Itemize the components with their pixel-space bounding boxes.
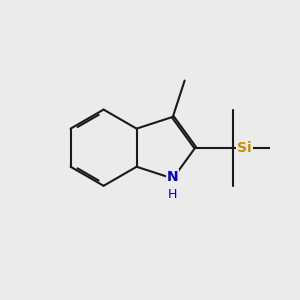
Text: H: H — [168, 188, 178, 201]
Text: Si: Si — [237, 141, 252, 155]
Text: N: N — [167, 169, 179, 184]
